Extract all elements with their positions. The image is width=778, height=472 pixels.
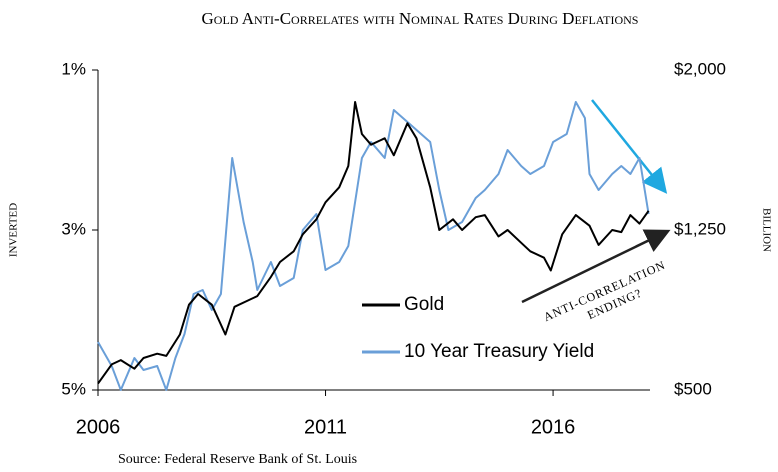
y2-tick-label: $500 (674, 379, 712, 398)
annotation: Anti-Correlation Ending? (541, 258, 667, 324)
x-tick-label: 2016 (531, 416, 576, 438)
y-tick-label: 5% (61, 379, 86, 398)
arrow (591, 99, 668, 194)
legend-label: 10 Year Treasury Yield (404, 341, 594, 362)
series-line (97, 101, 650, 391)
series-line (97, 101, 650, 385)
y-tick-label: 1% (61, 59, 86, 78)
source: Source: Federal Reserve Bank of St. Loui… (118, 452, 357, 467)
y2-axis-label: Billion (760, 208, 772, 252)
arrow (521, 229, 671, 304)
legend-label: Gold (404, 294, 444, 315)
y2-tick-label: $2,000 (674, 59, 726, 78)
y-axis-label: Inverted (8, 203, 20, 257)
x-tick-label: 2006 (76, 416, 121, 438)
chart-title: Gold Anti-Correlates with Nominal Rates … (202, 9, 639, 28)
x-tick-label: 2011 (304, 416, 347, 438)
y-tick-label: 3% (61, 219, 86, 238)
y2-tick-label: $1,250 (674, 219, 726, 238)
